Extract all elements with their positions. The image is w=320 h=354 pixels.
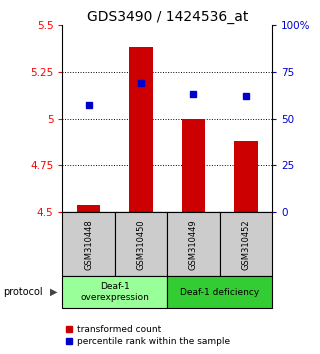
Bar <box>62 212 115 276</box>
Bar <box>115 212 167 276</box>
Bar <box>167 212 220 276</box>
Text: GSM310452: GSM310452 <box>241 219 250 270</box>
Text: GSM310450: GSM310450 <box>137 219 146 270</box>
Bar <box>167 276 272 308</box>
Bar <box>62 276 167 308</box>
Bar <box>77 205 100 212</box>
Text: ▶: ▶ <box>50 287 57 297</box>
Title: GDS3490 / 1424536_at: GDS3490 / 1424536_at <box>86 10 248 24</box>
Legend: transformed count, percentile rank within the sample: transformed count, percentile rank withi… <box>62 321 233 349</box>
Text: Deaf-1
overexpression: Deaf-1 overexpression <box>80 282 149 302</box>
Text: protocol: protocol <box>3 287 43 297</box>
Text: Deaf-1 deficiency: Deaf-1 deficiency <box>180 287 259 297</box>
Text: GSM310449: GSM310449 <box>189 219 198 270</box>
Bar <box>220 212 272 276</box>
Text: GSM310448: GSM310448 <box>84 219 93 270</box>
Bar <box>234 141 258 212</box>
Bar <box>129 47 153 212</box>
Bar <box>182 119 205 212</box>
